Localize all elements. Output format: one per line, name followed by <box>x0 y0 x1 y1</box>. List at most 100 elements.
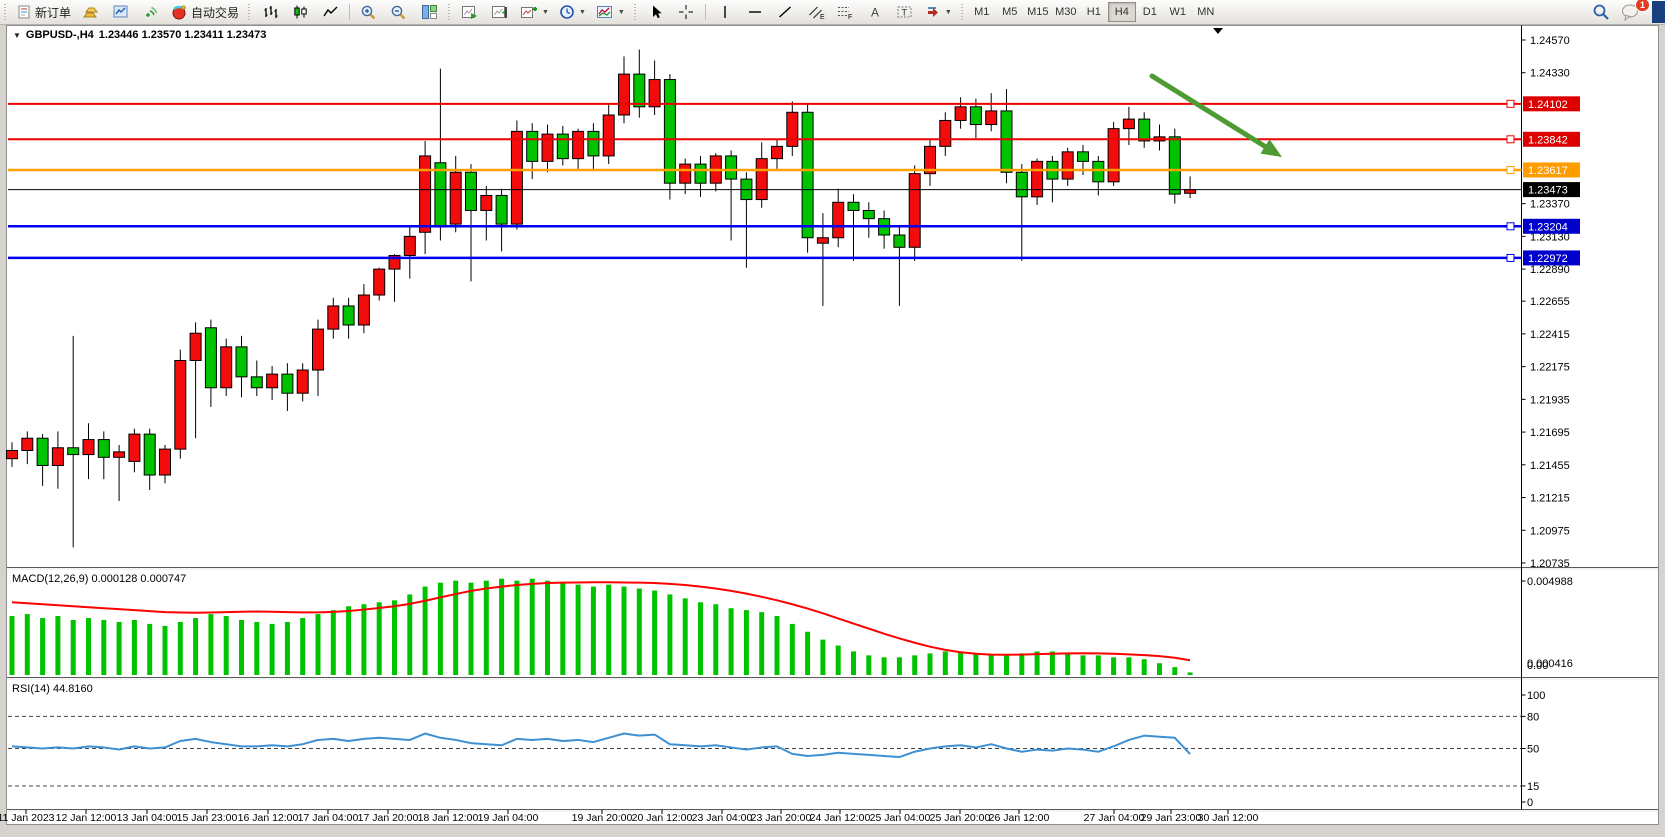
timeframe-mn-button[interactable]: MN <box>1197 6 1215 18</box>
price-box-label: 1.24102 <box>1528 99 1568 111</box>
chart-surface[interactable] <box>6 25 1659 825</box>
rsi-indicator[interactable]: 100 80 50 15 0 RSI(14) 44.8160 <box>8 683 1545 809</box>
zoom-out-icon <box>391 5 406 20</box>
line-chart-mode-button[interactable] <box>316 1 344 23</box>
macd-histogram-bar <box>1157 663 1162 675</box>
timeframe-h4-button[interactable]: H4 <box>1107 2 1136 22</box>
zoom-out-button[interactable] <box>385 1 413 23</box>
timeframe-h1-button[interactable]: H1 <box>1086 6 1101 18</box>
bear-candle <box>969 106 982 126</box>
time-axis[interactable]: 11 Jan 2023 12 Jan 12:00 13 Jan 04:00 15 Ja… <box>0 809 1259 825</box>
fibonacci-tool-button[interactable]: F <box>831 1 859 23</box>
tile-windows-button[interactable] <box>415 1 443 23</box>
line-handle[interactable] <box>1506 165 1515 174</box>
zoom-in-icon <box>361 5 376 20</box>
auto-scroll-button[interactable] <box>456 1 484 23</box>
toolbar-grip[interactable] <box>247 4 253 20</box>
toolbar-grip[interactable] <box>632 4 638 20</box>
bull-candle <box>1184 189 1197 194</box>
line-handle[interactable] <box>1506 99 1515 108</box>
horizontal-level-lines[interactable] <box>8 99 1522 262</box>
new-order-button[interactable]: 新订单 <box>12 1 75 23</box>
zoom-in-button[interactable] <box>355 1 383 23</box>
macd-histogram-bar <box>621 586 627 675</box>
collapse-arrow-icon[interactable]: ▼ <box>13 30 21 40</box>
svg-text:1.21935: 1.21935 <box>1530 394 1570 406</box>
indicators-button[interactable]: ▼ <box>516 1 553 23</box>
timeframe-m30-button[interactable]: M30 <box>1055 6 1077 18</box>
bull-candle <box>159 448 171 476</box>
dropdown-caret-icon: ▼ <box>617 8 625 16</box>
bull-candle <box>449 171 462 225</box>
bull-candle <box>985 110 998 126</box>
cursor-tool-button[interactable] <box>642 1 670 23</box>
text-label-tool-button[interactable]: T <box>891 1 919 23</box>
macd-histogram-bar <box>958 651 964 675</box>
macd-histogram-bar <box>223 616 229 675</box>
bull-candle <box>189 332 202 361</box>
auto-trading-button[interactable]: 自动交易 <box>167 1 243 23</box>
signals-button[interactable] <box>137 1 165 23</box>
macd-histogram-bar <box>529 578 535 675</box>
periods-button[interactable]: ▼ <box>555 1 590 23</box>
bear-candle <box>143 433 156 476</box>
svg-text:1.22415: 1.22415 <box>1530 329 1570 341</box>
timeframe-m15-button[interactable]: M15 <box>1027 6 1049 18</box>
time-axis-label: 11 Jan 2023 <box>0 812 55 824</box>
timeframe-d1-button[interactable]: D1 <box>1142 6 1157 18</box>
bull-candle <box>373 268 386 296</box>
toolbar-grip[interactable] <box>3 4 8 20</box>
bull-candle <box>618 73 630 116</box>
chart-shift-marker[interactable] <box>1213 28 1223 34</box>
vertical-line-tool-button[interactable] <box>711 1 739 23</box>
gold-symbols-button[interactable] <box>77 1 105 23</box>
svg-text:1.23130: 1.23130 <box>1530 231 1570 243</box>
search-button[interactable] <box>1587 1 1615 23</box>
horizontal-line-tool-button[interactable] <box>741 1 769 23</box>
macd-histogram-bar <box>851 651 856 675</box>
time-axis-label: 17 Jan 04:00 <box>298 812 359 824</box>
trendline-tool-button[interactable] <box>771 1 799 23</box>
line-handle[interactable] <box>1506 135 1515 144</box>
line-handle[interactable] <box>1506 222 1515 231</box>
toolbar-grip[interactable] <box>447 4 453 20</box>
svg-text:1.21695: 1.21695 <box>1530 427 1570 439</box>
timeframe-m1-button[interactable]: M1 <box>974 6 990 18</box>
text-tool-button[interactable]: A <box>861 1 889 23</box>
time-axis-label: 29 Jan 23:00 <box>1141 812 1202 824</box>
price-box-label: 1.23842 <box>1528 134 1568 146</box>
macd-histogram-bar <box>805 631 811 675</box>
timeframe-w1-button[interactable]: W1 <box>1169 6 1187 18</box>
bear-candle <box>801 111 814 239</box>
line-handle[interactable] <box>1506 253 1515 262</box>
macd-histogram-bar <box>1172 667 1178 675</box>
crosshair-tool-button[interactable] <box>672 1 700 23</box>
toolbar-grip[interactable] <box>959 4 965 20</box>
macd-histogram-bar <box>713 604 719 675</box>
trend-arrow-annotation[interactable] <box>1149 73 1282 157</box>
price-box-label: 1.23204 <box>1528 221 1568 233</box>
macd-histogram-bar <box>912 655 918 675</box>
timeframe-m5-button[interactable]: M5 <box>1002 6 1018 18</box>
bar-chart-mode-button[interactable] <box>256 1 284 23</box>
macd-indicator[interactable]: MACD(12,26,9) 0.000128 0.000747 0.004988 0… <box>9 573 1573 675</box>
candlestick-mode-button[interactable] <box>286 1 314 23</box>
bull-candle <box>51 447 64 466</box>
bear-candle <box>633 73 646 108</box>
vertical-line-icon <box>724 6 726 18</box>
bull-candle <box>296 369 309 394</box>
macd-histogram-bar <box>1095 655 1101 675</box>
templates-button[interactable]: ▼ <box>592 1 629 23</box>
arrows-tool-button[interactable]: ▼ <box>921 1 956 23</box>
macd-histogram-bar <box>973 653 979 675</box>
notifications-button[interactable]: 1 <box>1617 0 1650 23</box>
equidistant-channel-tool-button[interactable]: E <box>801 1 829 23</box>
market-watch-button[interactable] <box>107 1 135 23</box>
bear-candle <box>204 327 217 389</box>
chart-shift-button[interactable] <box>486 1 514 23</box>
price-axis-boxes: 1.24102 1.23842 1.23617 1.23473 1.23204 1.229… <box>1523 96 1580 266</box>
fibonacci-icon: F <box>838 7 853 20</box>
svg-text:1.22175: 1.22175 <box>1530 362 1570 374</box>
